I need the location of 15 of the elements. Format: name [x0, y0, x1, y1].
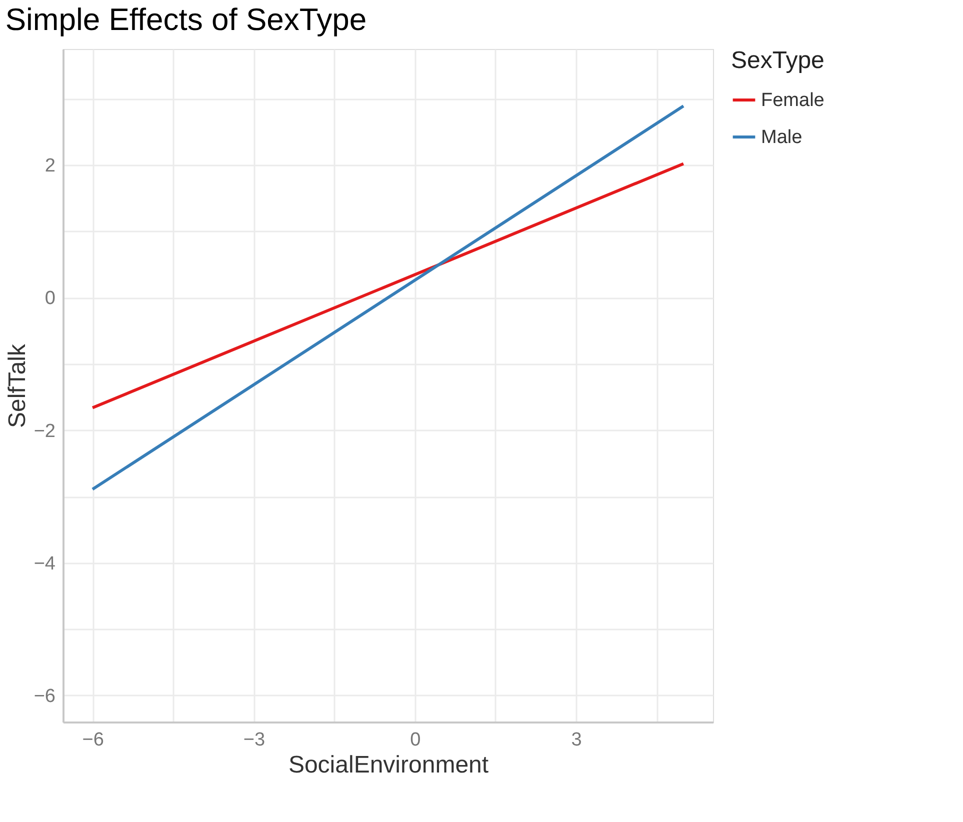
x-tick-label: −3: [243, 730, 266, 750]
y-tick-label: −6: [34, 686, 56, 707]
chart-title: Simple Effects of SexType: [5, 2, 367, 37]
legend-label: Female: [761, 90, 824, 111]
y-axis-title: SelfTalk: [4, 342, 31, 428]
y-tick-label: −2: [34, 420, 56, 442]
x-tick-label: 3: [571, 730, 582, 750]
x-tick-label: −6: [82, 730, 104, 750]
y-tick-label: −4: [34, 553, 56, 574]
legend-title: SexType: [731, 47, 824, 74]
x-axis-title: SocialEnvironment: [288, 752, 489, 778]
x-tick-label: 0: [410, 730, 421, 750]
y-tick-label: 0: [44, 288, 56, 310]
y-tick-label: 2: [44, 156, 56, 177]
legend-label: Male: [761, 127, 802, 148]
